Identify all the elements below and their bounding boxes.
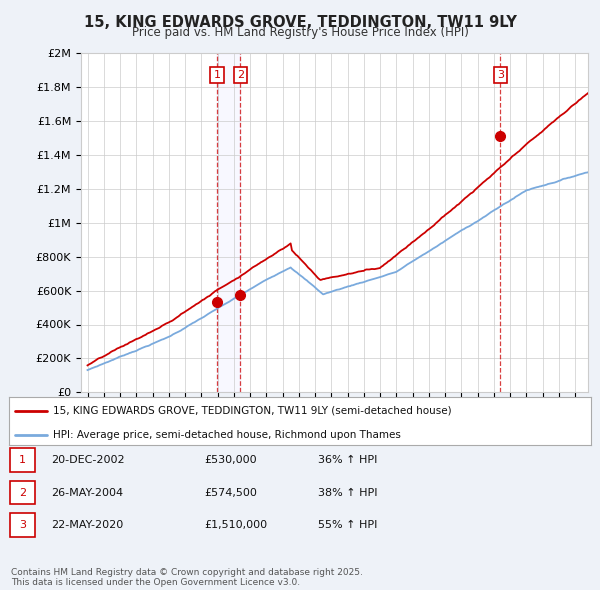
Text: 15, KING EDWARDS GROVE, TEDDINGTON, TW11 9LY: 15, KING EDWARDS GROVE, TEDDINGTON, TW11… [83,15,517,30]
Text: 3: 3 [19,520,26,530]
Text: £530,000: £530,000 [204,455,257,465]
Text: 2: 2 [237,70,244,80]
Text: £1,510,000: £1,510,000 [204,520,267,530]
Text: 3: 3 [497,70,504,80]
Text: 36% ↑ HPI: 36% ↑ HPI [318,455,377,465]
Text: 1: 1 [19,455,26,465]
Text: 38% ↑ HPI: 38% ↑ HPI [318,488,377,497]
Text: 2: 2 [19,488,26,497]
Text: Price paid vs. HM Land Registry's House Price Index (HPI): Price paid vs. HM Land Registry's House … [131,26,469,39]
Bar [217,53,241,392]
Text: 1: 1 [214,70,221,80]
Text: 55% ↑ HPI: 55% ↑ HPI [318,520,377,530]
Text: 26-MAY-2004: 26-MAY-2004 [51,488,123,497]
Text: HPI: Average price, semi-detached house, Richmond upon Thames: HPI: Average price, semi-detached house,… [53,430,401,440]
Text: 22-MAY-2020: 22-MAY-2020 [51,520,123,530]
Text: Contains HM Land Registry data © Crown copyright and database right 2025.
This d: Contains HM Land Registry data © Crown c… [11,568,362,587]
Text: £574,500: £574,500 [204,488,257,497]
Text: 20-DEC-2002: 20-DEC-2002 [51,455,125,465]
Text: 15, KING EDWARDS GROVE, TEDDINGTON, TW11 9LY (semi-detached house): 15, KING EDWARDS GROVE, TEDDINGTON, TW11… [53,405,451,415]
